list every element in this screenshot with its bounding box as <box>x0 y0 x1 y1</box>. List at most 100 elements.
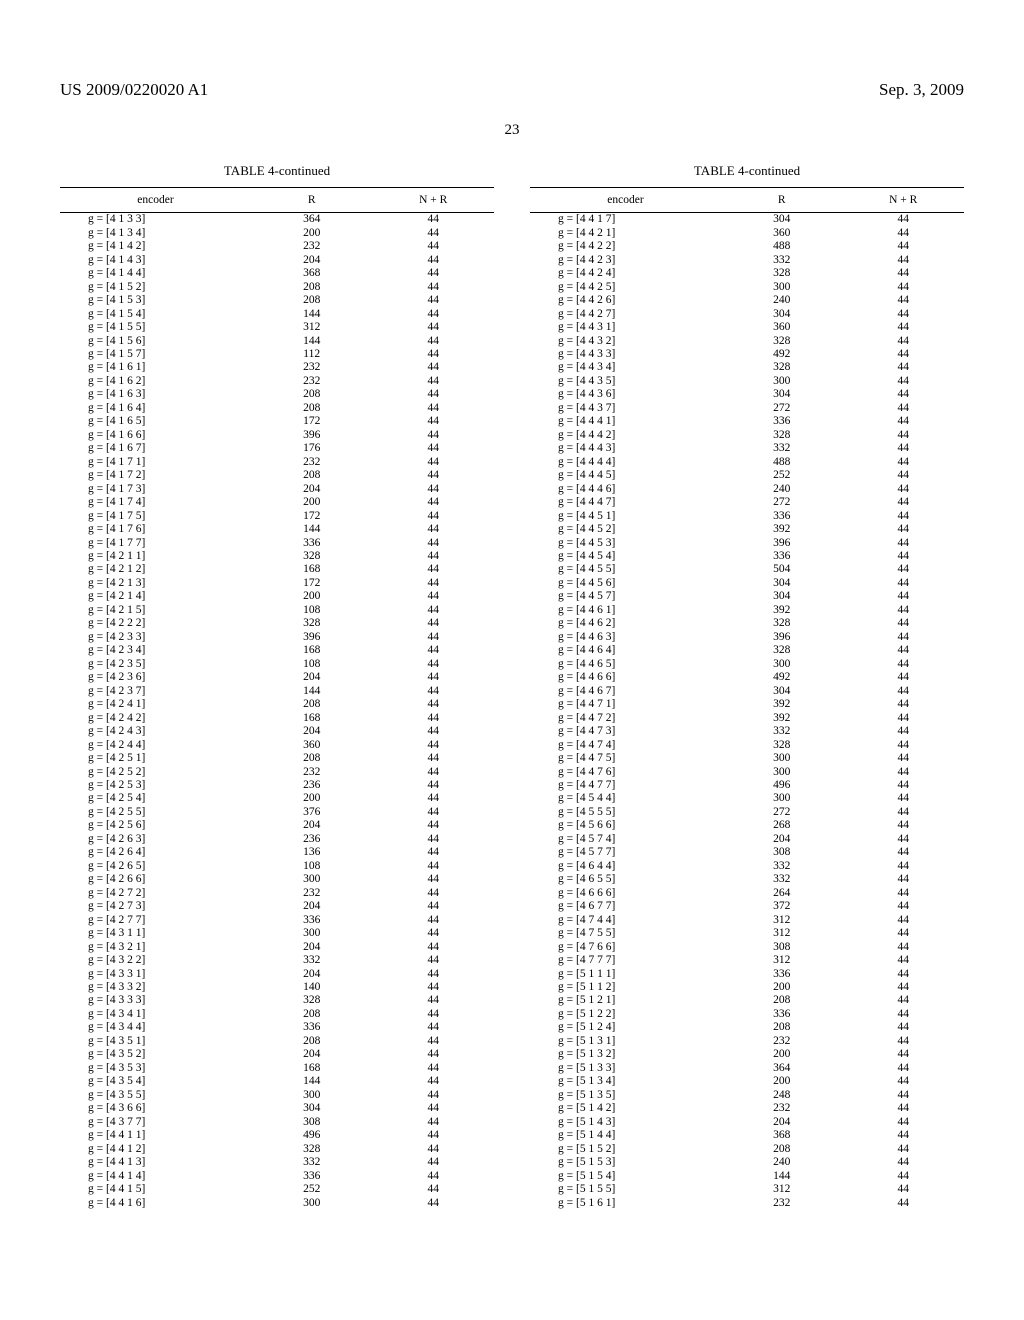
table-row: g = [4 7 6 6]30844 <box>530 940 964 953</box>
cell-r: 204 <box>251 725 373 738</box>
cell-encoder: g = [5 1 5 5] <box>530 1183 721 1196</box>
cell-r: 232 <box>721 1196 843 1209</box>
cell-nr: 44 <box>372 860 494 873</box>
table-row: g = [4 3 2 2]33244 <box>60 954 494 967</box>
cell-r: 392 <box>721 698 843 711</box>
cell-nr: 44 <box>842 954 964 967</box>
cell-r: 208 <box>251 1035 373 1048</box>
cell-nr: 44 <box>372 913 494 926</box>
cell-encoder: g = [4 6 4 4] <box>530 860 721 873</box>
cell-r: 240 <box>721 294 843 307</box>
cell-nr: 44 <box>372 792 494 805</box>
table-row: g = [4 4 3 6]30444 <box>530 388 964 401</box>
cell-nr: 44 <box>372 994 494 1007</box>
cell-encoder: g = [4 4 4 5] <box>530 469 721 482</box>
table-row: g = [4 1 7 2]20844 <box>60 469 494 482</box>
cell-nr: 44 <box>372 967 494 980</box>
cell-r: 312 <box>721 927 843 940</box>
table-row: g = [4 2 1 4]20044 <box>60 590 494 603</box>
cell-nr: 44 <box>842 631 964 644</box>
table-row: g = [4 2 4 3]20444 <box>60 725 494 738</box>
cell-r: 272 <box>721 402 843 415</box>
cell-encoder: g = [4 1 7 5] <box>60 509 251 522</box>
cell-encoder: g = [4 4 6 3] <box>530 631 721 644</box>
cell-nr: 44 <box>842 684 964 697</box>
cell-r: 312 <box>721 913 843 926</box>
cell-r: 252 <box>721 469 843 482</box>
cell-encoder: g = [5 1 6 1] <box>530 1196 721 1209</box>
table-row: g = [4 4 7 6]30044 <box>530 765 964 778</box>
cell-r: 144 <box>251 1075 373 1088</box>
table-row: g = [4 5 4 4]30044 <box>530 792 964 805</box>
cell-nr: 44 <box>372 213 494 227</box>
cell-encoder: g = [4 4 7 7] <box>530 779 721 792</box>
cell-encoder: g = [4 2 2 2] <box>60 617 251 630</box>
cell-r: 240 <box>721 482 843 495</box>
cell-nr: 44 <box>372 1183 494 1196</box>
cell-encoder: g = [4 3 1 1] <box>60 927 251 940</box>
cell-r: 144 <box>251 684 373 697</box>
table-row: g = [4 4 7 2]39244 <box>530 711 964 724</box>
cell-nr: 44 <box>372 819 494 832</box>
cell-encoder: g = [4 4 6 1] <box>530 604 721 617</box>
cell-r: 304 <box>721 684 843 697</box>
cell-encoder: g = [4 4 2 3] <box>530 253 721 266</box>
cell-r: 372 <box>721 900 843 913</box>
table-row: g = [4 4 5 5]50444 <box>530 563 964 576</box>
table-row: g = [4 3 2 1]20444 <box>60 940 494 953</box>
cell-nr: 44 <box>842 496 964 509</box>
table-row: g = [4 4 1 6]30044 <box>60 1196 494 1209</box>
table-row: g = [4 2 6 4]13644 <box>60 846 494 859</box>
cell-encoder: g = [4 2 6 5] <box>60 860 251 873</box>
table-row: g = [4 2 4 2]16844 <box>60 711 494 724</box>
table-row: g = [4 2 1 5]10844 <box>60 604 494 617</box>
cell-encoder: g = [5 1 3 2] <box>530 1048 721 1061</box>
table-row: g = [4 1 7 5]17244 <box>60 509 494 522</box>
cell-r: 336 <box>251 536 373 549</box>
cell-encoder: g = [4 2 4 3] <box>60 725 251 738</box>
table-row: g = [5 1 6 1]23244 <box>530 1196 964 1209</box>
table-row: g = [4 4 2 3]33244 <box>530 253 964 266</box>
cell-encoder: g = [4 4 7 4] <box>530 738 721 751</box>
cell-r: 328 <box>721 267 843 280</box>
cell-encoder: g = [4 4 1 1] <box>60 1129 251 1142</box>
table-row: g = [4 2 5 1]20844 <box>60 752 494 765</box>
cell-r: 248 <box>721 1088 843 1101</box>
cell-r: 308 <box>721 846 843 859</box>
table-row: g = [4 1 4 3]20444 <box>60 253 494 266</box>
cell-r: 208 <box>721 1142 843 1155</box>
cell-nr: 44 <box>372 267 494 280</box>
cell-encoder: g = [4 4 5 6] <box>530 577 721 590</box>
cell-encoder: g = [4 1 5 6] <box>60 334 251 347</box>
cell-nr: 44 <box>372 886 494 899</box>
cell-encoder: g = [4 1 6 4] <box>60 402 251 415</box>
cell-encoder: g = [4 7 6 6] <box>530 940 721 953</box>
cell-encoder: g = [4 1 6 1] <box>60 361 251 374</box>
table-row: g = [5 1 2 4]20844 <box>530 1021 964 1034</box>
cell-r: 332 <box>251 1156 373 1169</box>
cell-encoder: g = [4 3 2 1] <box>60 940 251 953</box>
cell-encoder: g = [4 4 6 6] <box>530 671 721 684</box>
cell-r: 172 <box>251 577 373 590</box>
cell-r: 232 <box>251 455 373 468</box>
table-row: g = [4 4 1 2]32844 <box>60 1142 494 1155</box>
cell-encoder: g = [4 1 4 3] <box>60 253 251 266</box>
cell-encoder: g = [4 1 7 7] <box>60 536 251 549</box>
cell-encoder: g = [4 4 5 2] <box>530 523 721 536</box>
cell-nr: 44 <box>372 1196 494 1209</box>
table-row: g = [4 2 7 7]33644 <box>60 913 494 926</box>
cell-encoder: g = [4 1 6 3] <box>60 388 251 401</box>
table-row: g = [4 7 5 5]31244 <box>530 927 964 940</box>
cell-nr: 44 <box>842 886 964 899</box>
cell-nr: 44 <box>372 334 494 347</box>
cell-encoder: g = [4 2 5 3] <box>60 779 251 792</box>
cell-nr: 44 <box>372 523 494 536</box>
table-row: g = [4 3 5 1]20844 <box>60 1035 494 1048</box>
table-row: g = [4 3 3 1]20444 <box>60 967 494 980</box>
cell-nr: 44 <box>842 402 964 415</box>
cell-encoder: g = [4 4 7 5] <box>530 752 721 765</box>
table-row: g = [4 2 5 5]37644 <box>60 806 494 819</box>
cell-encoder: g = [4 4 7 6] <box>530 765 721 778</box>
cell-encoder: g = [4 2 1 2] <box>60 563 251 576</box>
cell-nr: 44 <box>372 590 494 603</box>
